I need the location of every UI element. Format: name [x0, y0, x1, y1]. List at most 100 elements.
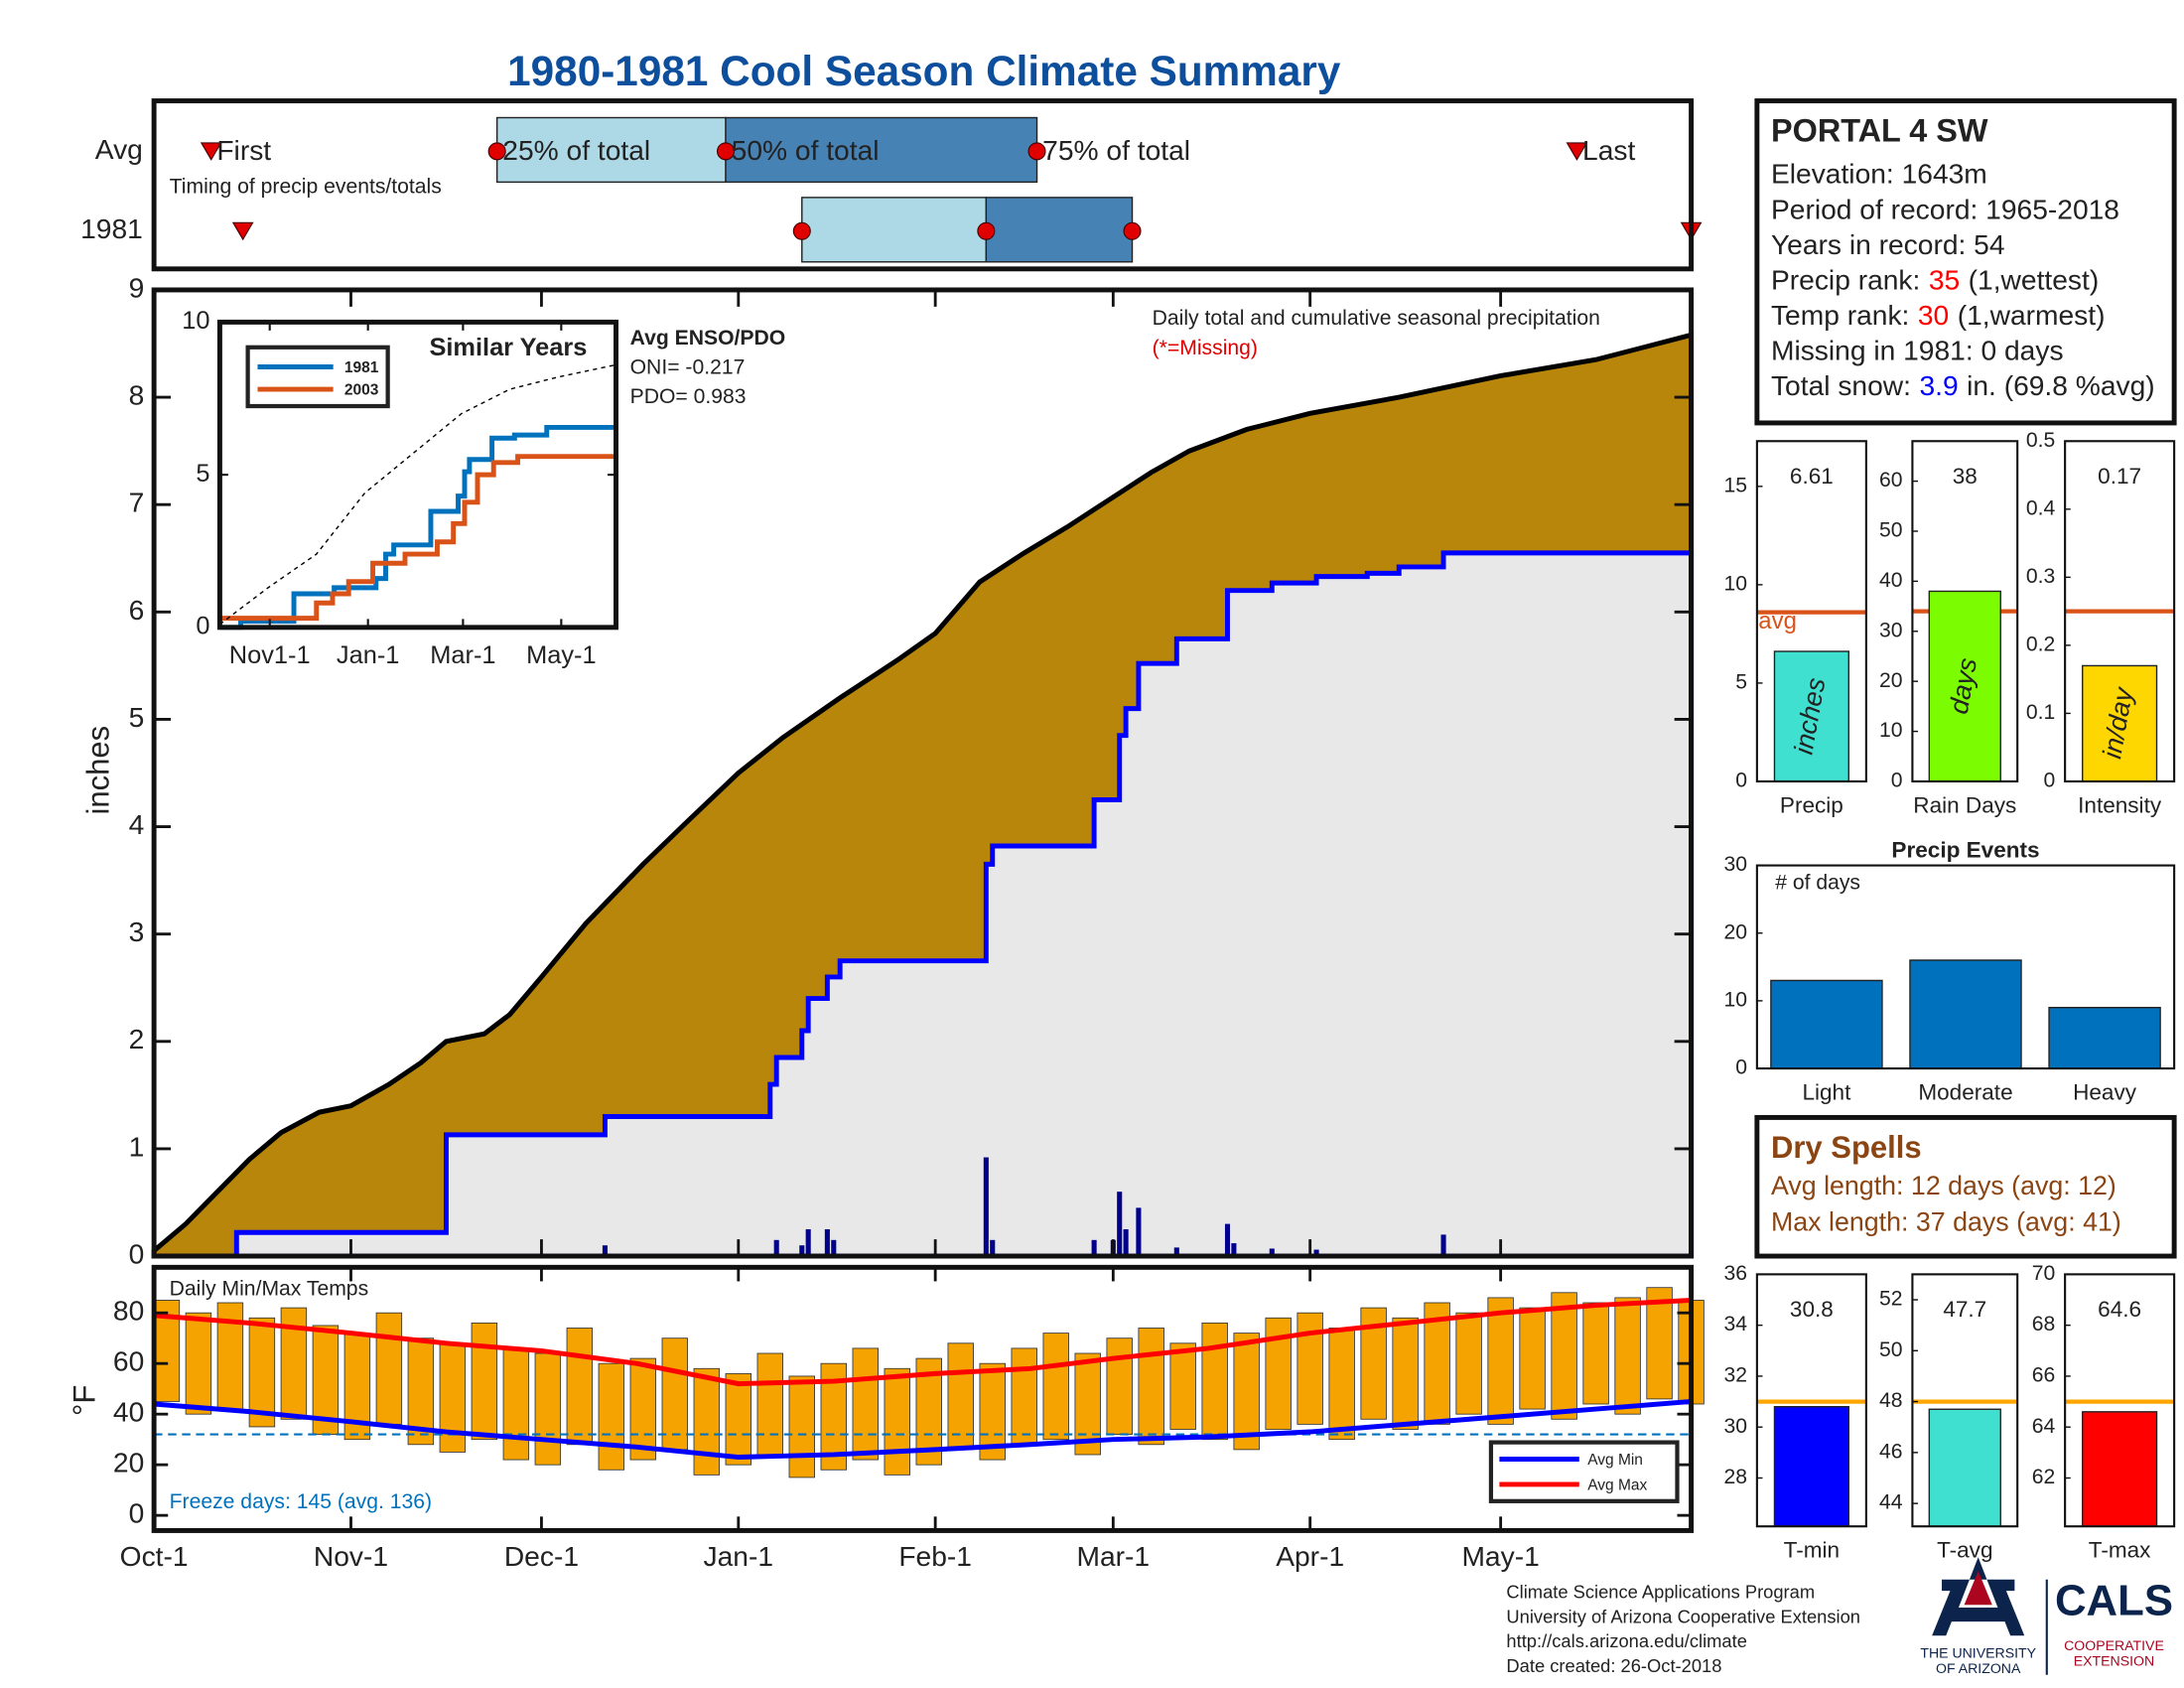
- station-text: Missing in 1981: 0 days: [1771, 335, 2064, 366]
- y-tick-label: 0.1: [2026, 701, 2055, 724]
- station-line: Temp rank: 30 (1,warmest): [1771, 299, 2106, 331]
- daily-bar: [1123, 1229, 1129, 1257]
- station-text: (1,wettest): [1969, 264, 2100, 296]
- plot-frame: [2064, 440, 2176, 783]
- daily-bar: [602, 1245, 608, 1257]
- page-title: 1980-1981 Cool Season Climate Summary: [507, 48, 1341, 94]
- bar: [1928, 590, 2001, 782]
- y-tick-label: 1: [129, 1130, 145, 1162]
- station-text: 35: [1929, 264, 1960, 296]
- y-tick-label: 0: [1735, 770, 1747, 792]
- logo-university: OF ARIZONA: [1936, 1660, 2021, 1676]
- x-tick-label: Oct-1: [120, 1540, 189, 1572]
- timing-label: Last: [1582, 134, 1635, 166]
- y-tick-label: 0: [2043, 770, 2055, 792]
- timing-triangle: [200, 142, 222, 161]
- y-tick-label: 5: [196, 460, 209, 488]
- plot-frame: [1755, 864, 2176, 1070]
- temp-range-bar: [788, 1375, 816, 1478]
- x-tick-label: Intensity: [2078, 792, 2162, 817]
- y-tick-label: 3: [129, 915, 145, 947]
- plot-frame: [216, 319, 618, 631]
- chart-title: Precip Events: [1891, 837, 2039, 862]
- daily-bar: [1269, 1248, 1275, 1257]
- daily-bar: [805, 1229, 811, 1257]
- y-tick-label: 34: [1723, 1313, 1747, 1336]
- plot-frame: [1911, 440, 2019, 783]
- station-line: Precip rank: 35 (1,wettest): [1771, 264, 2099, 296]
- y-tick-label: 7: [129, 487, 145, 518]
- y-tick-label: 30: [1879, 619, 1903, 641]
- temp-range-bar: [1233, 1333, 1260, 1451]
- y-tick-label: 70: [2032, 1262, 2056, 1285]
- y-tick-label: 30: [1723, 1415, 1747, 1438]
- logo-university: THE UNIVERSITY: [1920, 1644, 2036, 1660]
- timing-marker: [487, 142, 506, 161]
- daily-bar: [831, 1239, 837, 1257]
- temp-range-bar: [502, 1347, 530, 1461]
- value-label: 6.61: [1790, 464, 1834, 489]
- legend-box: [245, 345, 390, 409]
- y-tick-label: 0: [129, 1497, 145, 1529]
- y-tick-label: 48: [1879, 1389, 1903, 1412]
- inset-title: Similar Years: [429, 334, 587, 361]
- avg-temp-line: [153, 1297, 1692, 1387]
- missing-note: (*=Missing): [1153, 337, 1258, 359]
- logo-a: [1932, 1557, 2025, 1636]
- daily-bar: [773, 1239, 779, 1257]
- row-label: 1981: [80, 212, 143, 244]
- y-tick-label: 0: [129, 1237, 145, 1269]
- y-tick-label: 0: [196, 613, 209, 640]
- station-text: 3.9: [1919, 369, 1958, 401]
- bar: [1909, 959, 2022, 1069]
- avg-temp-line: [153, 1398, 1692, 1460]
- y-axis-label: °F: [68, 1385, 102, 1416]
- x-tick-label: May-1: [526, 641, 597, 669]
- timing-box: [801, 197, 988, 263]
- y-tick-label: 28: [1723, 1466, 1747, 1488]
- y-tick-label: 6: [129, 594, 145, 626]
- temp-range-bar: [884, 1367, 910, 1476]
- temp-range-bar: [1169, 1342, 1196, 1430]
- timing-label: 75% of total: [1042, 134, 1190, 166]
- timing-marker: [716, 142, 736, 161]
- x-tick-label: Precip: [1780, 792, 1843, 817]
- x-tick-label: T-min: [1784, 1538, 1840, 1563]
- y-tick-label: 50: [1879, 1338, 1903, 1361]
- temp-range-bar: [1328, 1328, 1355, 1441]
- y-tick-label: 68: [2032, 1313, 2056, 1336]
- temp-range-bar: [598, 1362, 625, 1471]
- y-tick-label: 40: [1879, 569, 1903, 592]
- logo-a-inner: [1964, 1571, 1992, 1606]
- daily-bar: [824, 1229, 830, 1257]
- y-tick-label: 52: [1879, 1288, 1903, 1311]
- y-tick-label: 62: [2032, 1466, 2056, 1488]
- station-text: Period of record: 1965-2018: [1771, 194, 2119, 225]
- temp-range-bar: [1297, 1312, 1323, 1425]
- temp-range-bar: [1042, 1333, 1069, 1441]
- dry-spells-line: Avg length: 12 days (avg: 12): [1771, 1171, 2116, 1200]
- cumulative-area: [154, 550, 1695, 1259]
- station-text: (1,warmest): [1958, 299, 2106, 331]
- plot-frame: [151, 98, 1695, 272]
- y-tick-label: 60: [113, 1345, 144, 1377]
- timing-marker: [1027, 142, 1046, 161]
- enso-note: ONI= -0.217: [630, 356, 746, 379]
- temp-range-bar: [471, 1322, 498, 1441]
- y-tick-label: 20: [113, 1447, 144, 1478]
- x-tick-label: Jan-1: [704, 1540, 774, 1572]
- y-tick-label: 20: [1723, 920, 1747, 943]
- value-label: 0.17: [2098, 464, 2141, 489]
- legend-box: [1488, 1440, 1680, 1503]
- x-tick-label: Apr-1: [1276, 1540, 1344, 1572]
- y-tick-label: 0: [1735, 1056, 1747, 1079]
- temp-range-bar: [566, 1328, 594, 1446]
- y-tick-label: 40: [113, 1396, 144, 1428]
- station-line: Elevation: 1643m: [1771, 158, 1987, 190]
- y-tick-label: 60: [1879, 469, 1903, 492]
- temp-range-bar: [439, 1342, 467, 1453]
- plot-frame: [2064, 1273, 2176, 1528]
- y-tick-label: 46: [1879, 1440, 1903, 1463]
